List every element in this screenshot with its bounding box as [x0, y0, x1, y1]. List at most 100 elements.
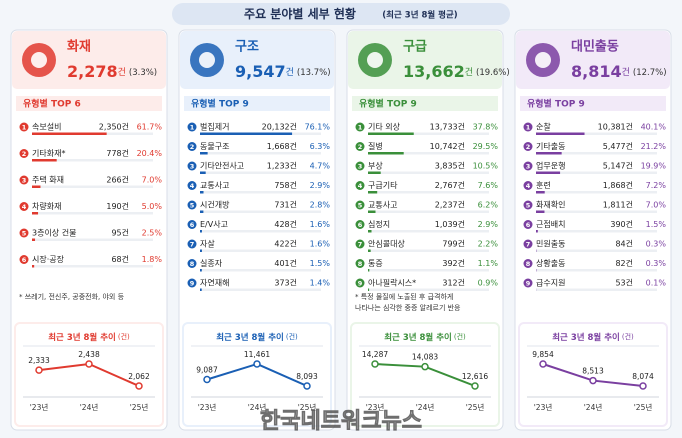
rank-badge — [355, 239, 365, 249]
item-pct: 10.5% — [473, 162, 499, 171]
item-count: 428건 — [274, 219, 297, 229]
item-bar-track — [368, 269, 489, 272]
note: 나타나는 심각한 중증 알레르기 반응 — [355, 303, 461, 312]
trend-heading: 최근 3년 8월 추이 (건) — [552, 332, 634, 343]
item-bar — [368, 249, 371, 252]
item-pct: 6.3% — [310, 142, 331, 151]
item-bar — [368, 288, 370, 291]
rank-number: 6 — [358, 221, 363, 229]
item-bar-track — [536, 249, 657, 252]
item-bar — [536, 210, 545, 213]
trend-value-label: 9,087 — [196, 366, 218, 375]
item-label: 민원출동 — [536, 239, 565, 249]
trend-box — [182, 322, 332, 427]
panel-total-line: 2,278건 (3.3%) — [67, 62, 157, 81]
trend-box — [14, 322, 164, 427]
item-count: 1,668건 — [267, 141, 297, 151]
trend-point — [539, 360, 547, 368]
item-count: 799건 — [442, 239, 465, 249]
item-bar — [536, 191, 545, 194]
rank-badge — [19, 202, 29, 211]
item-count: 3,835건 — [435, 161, 465, 171]
item-bar-track — [32, 159, 153, 162]
rank-number: 8 — [526, 260, 531, 268]
rank-badge — [187, 239, 197, 249]
trend-unit: (건) — [454, 332, 466, 341]
item-bar — [368, 210, 376, 213]
item-bar — [536, 132, 585, 135]
item-label: 기타 외상 — [368, 122, 401, 132]
header-title: 주요 분야별 세부 현황 — [244, 6, 356, 21]
item-pct: 61.7% — [137, 123, 163, 132]
item-pct: 1.4% — [310, 279, 331, 288]
trend-unit: (건) — [622, 332, 634, 341]
panel-share: (19.6%) — [476, 68, 510, 78]
trend-heading: 최근 3년 8월 추이 (건) — [48, 332, 130, 343]
item-count: 312건 — [442, 278, 465, 288]
item-pct: 2.2% — [478, 240, 499, 249]
rank-number: 7 — [190, 241, 195, 249]
item-pct: 0.1% — [646, 279, 667, 288]
item-count: 84건 — [615, 239, 633, 249]
item-bar-track — [536, 132, 657, 135]
trend-value-label: 12,616 — [462, 372, 488, 381]
item-count: 266건 — [106, 175, 129, 185]
item-bar-track — [200, 288, 321, 291]
item-bar — [536, 152, 562, 155]
item-bar-track — [368, 210, 489, 213]
panel-head-bg — [516, 31, 670, 89]
item-bar — [32, 159, 57, 162]
trend-value-label: 8,513 — [582, 367, 604, 376]
trend-value-label: 2,062 — [128, 372, 150, 381]
rank-number: 2 — [526, 143, 531, 151]
item-pct: 40.1% — [641, 123, 667, 132]
item-label: 실종자 — [200, 258, 223, 268]
rank-badge — [355, 122, 365, 132]
item-label: 주택 화재 — [32, 175, 64, 185]
rank-number: 3 — [358, 163, 363, 171]
item-pct: 1.5% — [646, 220, 667, 229]
item-bar — [32, 185, 41, 188]
item-count: 5,477건 — [603, 141, 633, 151]
item-pct: 76.1% — [305, 123, 331, 132]
rank-number: 6 — [22, 256, 27, 264]
item-label: E/V사고 — [200, 220, 228, 229]
top-title: 유형별 TOP 6 — [23, 98, 81, 110]
rank-number: 2 — [190, 143, 195, 151]
item-pct: 7.0% — [142, 176, 163, 185]
trend-box — [518, 322, 668, 427]
trend-x-label: '25년 — [298, 402, 317, 412]
item-count: 53건 — [615, 278, 633, 288]
rank-badge — [19, 149, 29, 158]
rank-badge — [355, 278, 365, 288]
item-label: 업무운행 — [536, 161, 565, 171]
item-bar-track — [32, 185, 153, 188]
item-count: 2,350건 — [99, 122, 129, 132]
trend-x-label: '25년 — [130, 402, 149, 412]
rank-number: 1 — [526, 124, 531, 132]
item-label: 동물구조 — [200, 142, 229, 151]
item-label: 상황출동 — [536, 258, 565, 268]
item-bar-track — [536, 171, 657, 174]
item-label: 화재확인 — [536, 200, 565, 210]
trend-point — [471, 382, 479, 390]
item-bar-track — [368, 171, 489, 174]
panel-total-line: 13,662건 (19.6%) — [403, 62, 510, 81]
item-pct: 37.8% — [473, 123, 499, 132]
item-pct: 7.6% — [478, 181, 499, 190]
item-bar-track — [368, 249, 489, 252]
panel-total: 2,278 — [67, 62, 118, 81]
item-bar — [536, 230, 538, 233]
item-count: 1,868건 — [603, 180, 633, 190]
panel-total-line: 8,814건 (12.7%) — [571, 62, 667, 81]
item-count: 373건 — [274, 278, 297, 288]
item-pct: 1.6% — [310, 240, 331, 249]
item-label: 급수지원 — [536, 279, 565, 288]
rank-badge — [187, 142, 197, 151]
rank-badge — [187, 220, 197, 229]
panel-icon-inner — [199, 52, 215, 68]
item-bar — [200, 269, 202, 272]
rank-number: 4 — [22, 203, 27, 211]
item-bar-track — [368, 191, 489, 194]
